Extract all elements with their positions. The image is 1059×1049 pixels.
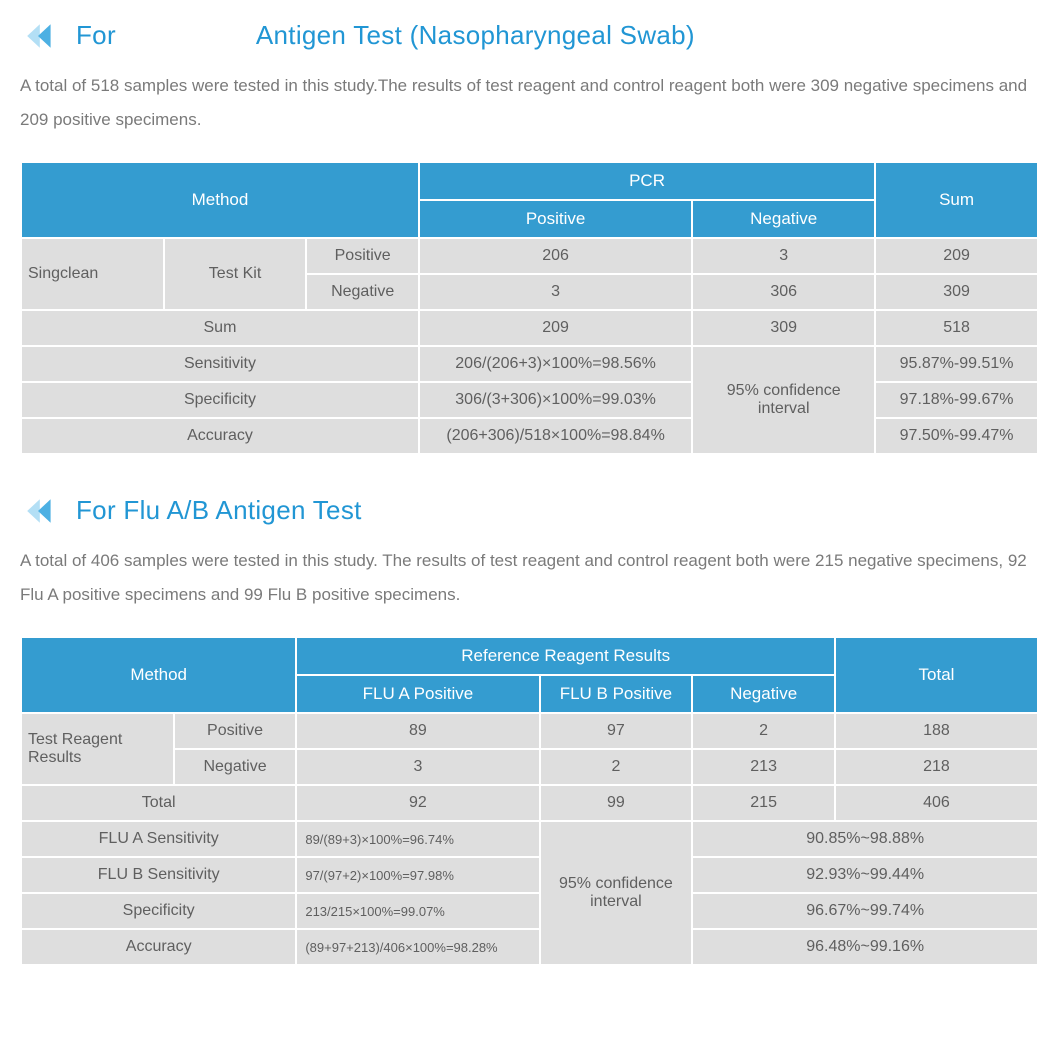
th-negative: Negative [693, 676, 834, 712]
row-negative: Negative [175, 750, 296, 784]
table-row: Specificity 306/(3+306)×100%=99.03% 97.1… [22, 383, 1037, 417]
th-total: Total [836, 638, 1037, 712]
cell: 209 [876, 239, 1037, 273]
row-accuracy: Accuracy [22, 930, 295, 964]
title-prefix: For [76, 20, 116, 51]
cell: 89/(89+3)×100%=96.74% [297, 822, 538, 856]
section-header: For Flu A/B Antigen Test [20, 495, 1039, 526]
antigen-results-table: Method PCR Sum Positive Negative Singcle… [20, 161, 1039, 455]
cell: 92 [297, 786, 538, 820]
ci-label: 95% confidence interval [541, 822, 692, 964]
flu-results-table: Method Reference Reagent Results Total F… [20, 636, 1039, 966]
row-sensitivity: Sensitivity [22, 347, 418, 381]
cell: 97.18%-99.67% [876, 383, 1037, 417]
row-flub-sens: FLU B Sensitivity [22, 858, 295, 892]
cell: 96.67%~99.74% [693, 894, 1037, 928]
cell: 309 [876, 275, 1037, 309]
cell: 213/215×100%=99.07% [297, 894, 538, 928]
cell: 3 [693, 239, 874, 273]
th-positive: Positive [420, 201, 691, 237]
section-title: For Antigen Test (Nasopharyngeal Swab) [76, 20, 695, 51]
section-description: A total of 406 samples were tested in th… [20, 544, 1039, 612]
cell: 92.93%~99.44% [693, 858, 1037, 892]
table-row: Specificity 213/215×100%=99.07% 96.67%~9… [22, 894, 1037, 928]
th-ref: Reference Reagent Results [297, 638, 834, 674]
kit-name: Test Reagent Results [22, 714, 173, 784]
cell: 2 [541, 750, 692, 784]
cell: 206/(206+3)×100%=98.56% [420, 347, 691, 381]
table-row: Sum 209 309 518 [22, 311, 1037, 345]
table-header-row: Method PCR Sum [22, 163, 1037, 199]
table-row: Negative 3 2 213 218 [22, 750, 1037, 784]
table-row: FLU A Sensitivity 89/(89+3)×100%=96.74% … [22, 822, 1037, 856]
cell: 209 [420, 311, 691, 345]
cell: (206+306)/518×100%=98.84% [420, 419, 691, 453]
row-positive: Positive [307, 239, 418, 273]
cell: 306 [693, 275, 874, 309]
section-title: For Flu A/B Antigen Test [76, 495, 362, 526]
cell: 90.85%~98.88% [693, 822, 1037, 856]
row-negative: Negative [307, 275, 418, 309]
table-row: Accuracy (206+306)/518×100%=98.84% 97.50… [22, 419, 1037, 453]
row-accuracy: Accuracy [22, 419, 418, 453]
row-total: Total [22, 786, 295, 820]
cell: 3 [420, 275, 691, 309]
cell: 95.87%-99.51% [876, 347, 1037, 381]
table-row: Sensitivity 206/(206+3)×100%=98.56% 95% … [22, 347, 1037, 381]
cell: 188 [836, 714, 1037, 748]
section-header: For Antigen Test (Nasopharyngeal Swab) [20, 20, 1039, 51]
row-specificity: Specificity [22, 383, 418, 417]
cell: 96.48%~99.16% [693, 930, 1037, 964]
cell: 306/(3+306)×100%=99.03% [420, 383, 691, 417]
section-flu-test: For Flu A/B Antigen Test A total of 406 … [20, 495, 1039, 966]
cell: 518 [876, 311, 1037, 345]
th-pcr: PCR [420, 163, 874, 199]
cell: 215 [693, 786, 834, 820]
ci-label: 95% confidence interval [693, 347, 874, 453]
table-row: Accuracy (89+97+213)/406×100%=98.28% 96.… [22, 930, 1037, 964]
kit-sub: Test Kit [165, 239, 306, 309]
cell: 97.50%-99.47% [876, 419, 1037, 453]
cell: 218 [836, 750, 1037, 784]
row-sum: Sum [22, 311, 418, 345]
double-chevron-left-icon [20, 22, 56, 50]
th-flua: FLU A Positive [297, 676, 538, 712]
table-row: Total 92 99 215 406 [22, 786, 1037, 820]
row-positive: Positive [175, 714, 296, 748]
cell: 97 [541, 714, 692, 748]
cell: 309 [693, 311, 874, 345]
title-main: Antigen Test (Nasopharyngeal Swab) [256, 20, 695, 51]
cell: 3 [297, 750, 538, 784]
double-chevron-left-icon [20, 497, 56, 525]
kit-name: Singclean [22, 239, 163, 309]
table-header-row: Method Reference Reagent Results Total [22, 638, 1037, 674]
row-flua-sens: FLU A Sensitivity [22, 822, 295, 856]
th-method: Method [22, 163, 418, 237]
cell: (89+97+213)/406×100%=98.28% [297, 930, 538, 964]
section-antigen-test: For Antigen Test (Nasopharyngeal Swab) A… [20, 20, 1039, 455]
cell: 406 [836, 786, 1037, 820]
title-main: For Flu A/B Antigen Test [76, 495, 362, 526]
cell: 99 [541, 786, 692, 820]
table-row: Singclean Test Kit Positive 206 3 209 [22, 239, 1037, 273]
th-negative: Negative [693, 201, 874, 237]
table-row: FLU B Sensitivity 97/(97+2)×100%=97.98% … [22, 858, 1037, 892]
cell: 97/(97+2)×100%=97.98% [297, 858, 538, 892]
cell: 2 [693, 714, 834, 748]
th-sum: Sum [876, 163, 1037, 237]
row-specificity: Specificity [22, 894, 295, 928]
th-method: Method [22, 638, 295, 712]
cell: 89 [297, 714, 538, 748]
cell: 206 [420, 239, 691, 273]
th-flub: FLU B Positive [541, 676, 692, 712]
section-description: A total of 518 samples were tested in th… [20, 69, 1039, 137]
table-row: Test Reagent Results Positive 89 97 2 18… [22, 714, 1037, 748]
cell: 213 [693, 750, 834, 784]
